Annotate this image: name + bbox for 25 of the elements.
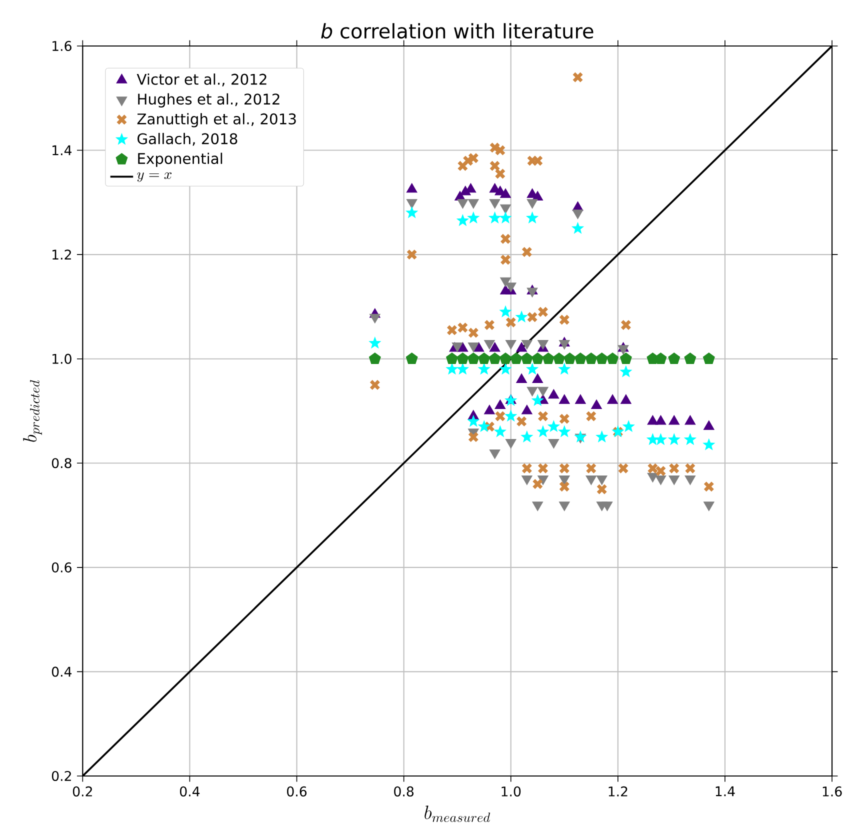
x-tick-label: 1.0 [502,786,521,796]
y-tick-label: 1.4 [52,145,72,156]
y-tick-label: 0.4 [52,666,72,677]
legend-label: Hughes et al., 2012 [138,93,280,108]
legend-label: $y = x$ [137,172,172,182]
x-tick-label: 0.2 [72,786,92,796]
x-tick-label: 0.6 [287,786,307,796]
y-tick-label: 0.6 [52,562,72,572]
y-tick-label: 1.2 [52,250,71,260]
y-tick-label: 0.2 [52,770,71,782]
y-tick-label: 1.6 [52,40,72,52]
legend-label: Zanuttigh et al., 2013 [137,113,296,128]
x-tick-label: 1.4 [716,786,735,796]
legend-label: Victor et al., 2012 [136,73,266,86]
x-axis-title: $b_{measured}$ [424,806,490,822]
legend-label: Exponential [138,152,222,167]
legend-label: Gallach, 2018 [138,132,238,146]
y-tick-label: 1.0 [52,354,72,364]
x-tick-label: 1.6 [822,786,842,796]
x-tick-label: 1.2 [608,786,628,796]
x-tick-label: 0.8 [394,786,414,796]
y-axis-title: $b_{predicted}$ [23,380,42,442]
y-tick-label: 0.8 [52,458,72,468]
chart-title: b correlation with literature [321,23,594,39]
x-tick-label: 0.4 [180,786,200,796]
